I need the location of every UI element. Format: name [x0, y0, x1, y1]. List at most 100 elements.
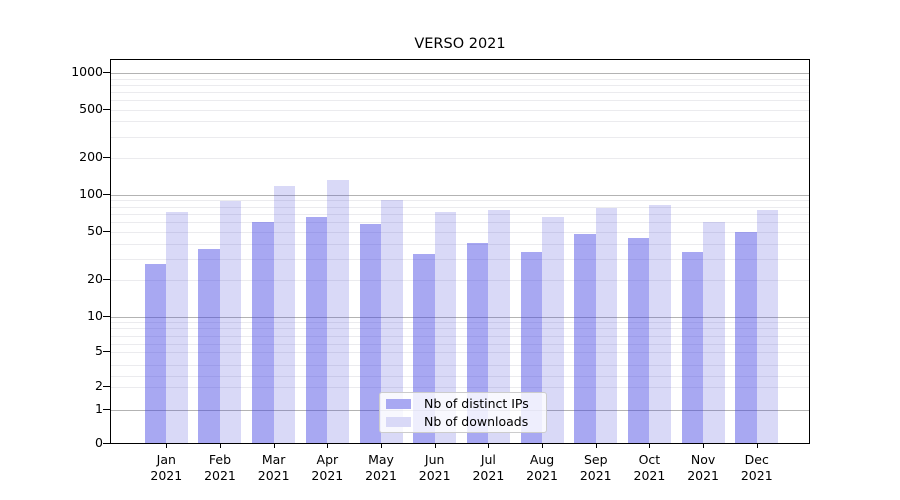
legend-item-distinct-ips: Nb of distinct IPs — [386, 396, 539, 411]
gridline-minor — [111, 158, 809, 159]
gridline-minor — [111, 221, 809, 223]
x-tick-mark — [434, 444, 436, 448]
y-tick-label: 500 — [79, 101, 103, 116]
y-tick-label: 1000 — [71, 64, 103, 79]
x-tick-label: Jun 2021 — [418, 452, 451, 483]
gridline-minor — [111, 343, 809, 345]
x-tick-label: Sep 2021 — [579, 452, 612, 483]
y-tick-label: 200 — [79, 149, 103, 164]
bar-downloads-jun — [434, 211, 457, 443]
x-tick-mark — [273, 444, 275, 448]
y-tick-mark — [103, 279, 110, 280]
bar-distinct-ips-sep — [574, 233, 596, 443]
gridline-minor — [111, 110, 809, 111]
x-tick-mark — [542, 444, 544, 448]
x-tick-label: Apr 2021 — [311, 452, 344, 483]
bar-downloads-may — [381, 199, 403, 443]
bar-downloads-jan — [166, 211, 188, 443]
bar-distinct-ips-dec — [735, 231, 757, 443]
bar-distinct-ips-apr — [305, 216, 328, 443]
y-tick-label: 20 — [87, 271, 103, 286]
gridline-minor — [111, 200, 809, 202]
gridline-minor — [111, 121, 809, 123]
gridline-minor — [111, 376, 809, 377]
bar-distinct-ips-oct — [627, 238, 650, 443]
bar-downloads-nov — [703, 221, 725, 443]
gridline-minor — [111, 387, 809, 388]
gridline-minor — [111, 213, 809, 215]
gridline-minor — [111, 78, 809, 80]
bar-downloads-dec — [756, 210, 779, 443]
bar-downloads-oct — [649, 204, 671, 443]
legend-swatch-distinct-ips — [386, 398, 411, 409]
x-tick-label: May 2021 — [365, 452, 397, 483]
gridline-major — [111, 73, 809, 74]
bar-distinct-ips-mar — [252, 221, 274, 443]
plot-area — [110, 59, 810, 444]
gridline-minor — [111, 352, 809, 353]
gridline-minor — [111, 84, 809, 86]
y-tick-mark — [103, 316, 110, 317]
bar-downloads-sep — [595, 208, 618, 443]
y-tick-mark — [103, 409, 110, 410]
x-tick-label: Oct 2021 — [633, 452, 666, 483]
bar-distinct-ips-feb — [198, 248, 220, 443]
legend-label-downloads: Nb of downloads — [424, 414, 529, 429]
gridline-major — [111, 195, 809, 196]
x-tick-label: Dec 2021 — [740, 452, 773, 483]
y-tick-mark — [103, 351, 110, 352]
gridline-minor — [111, 280, 809, 281]
x-tick-mark — [219, 444, 221, 448]
bar-downloads-mar — [273, 186, 296, 443]
bar-downloads-jul — [488, 210, 510, 443]
y-tick-mark — [103, 231, 110, 232]
bar-distinct-ips-may — [359, 223, 382, 443]
gridline-minor — [111, 258, 809, 260]
gridline-minor — [111, 365, 809, 366]
x-tick-label: Jan 2021 — [150, 452, 183, 483]
y-tick-label: 0 — [95, 435, 103, 450]
bar-downloads-aug — [542, 216, 564, 443]
chart-title: VERSO 2021 — [414, 36, 506, 52]
y-tick-label: 5 — [95, 343, 103, 358]
y-tick-label: 1 — [95, 401, 103, 416]
x-tick-label: Aug 2021 — [526, 452, 558, 483]
y-tick-label: 50 — [87, 223, 103, 238]
legend-swatch-downloads — [386, 416, 411, 427]
gridline-minor — [111, 322, 809, 323]
x-tick-label: Jul 2021 — [472, 452, 505, 483]
x-tick-label: Nov 2021 — [687, 452, 719, 483]
y-tick-mark — [103, 157, 110, 158]
y-tick-mark — [103, 109, 110, 110]
x-tick-mark — [649, 444, 651, 448]
legend-label-distinct-ips: Nb of distinct IPs — [424, 396, 529, 411]
gridline-minor — [111, 243, 809, 245]
x-tick-mark — [327, 444, 329, 448]
y-tick-mark — [103, 72, 110, 73]
gridline-minor — [111, 91, 809, 93]
x-tick-label: Mar 2021 — [257, 452, 290, 483]
gridline-minor — [111, 136, 809, 138]
gridline-minor — [111, 231, 809, 233]
gridline-major — [111, 317, 809, 318]
legend: Nb of distinct IPs Nb of downloads — [379, 392, 547, 433]
bar-distinct-ips-nov — [681, 252, 704, 443]
y-tick-label: 2 — [95, 378, 103, 393]
bar-downloads-feb — [219, 201, 242, 443]
y-tick-mark — [103, 443, 110, 444]
gridline-minor — [111, 100, 809, 101]
x-tick-mark — [756, 444, 758, 448]
x-tick-mark — [381, 444, 383, 448]
x-tick-mark — [488, 444, 490, 448]
bar-distinct-ips-jan — [144, 264, 167, 443]
y-tick-label: 10 — [87, 308, 103, 323]
x-tick-mark — [703, 444, 705, 448]
x-tick-mark — [595, 444, 597, 448]
x-tick-label: Feb 2021 — [204, 452, 236, 483]
gridline-minor — [111, 328, 809, 330]
gridline-minor — [111, 335, 809, 337]
y-tick-mark — [103, 386, 110, 387]
bar-downloads-apr — [327, 179, 349, 443]
legend-item-downloads: Nb of downloads — [386, 414, 539, 429]
